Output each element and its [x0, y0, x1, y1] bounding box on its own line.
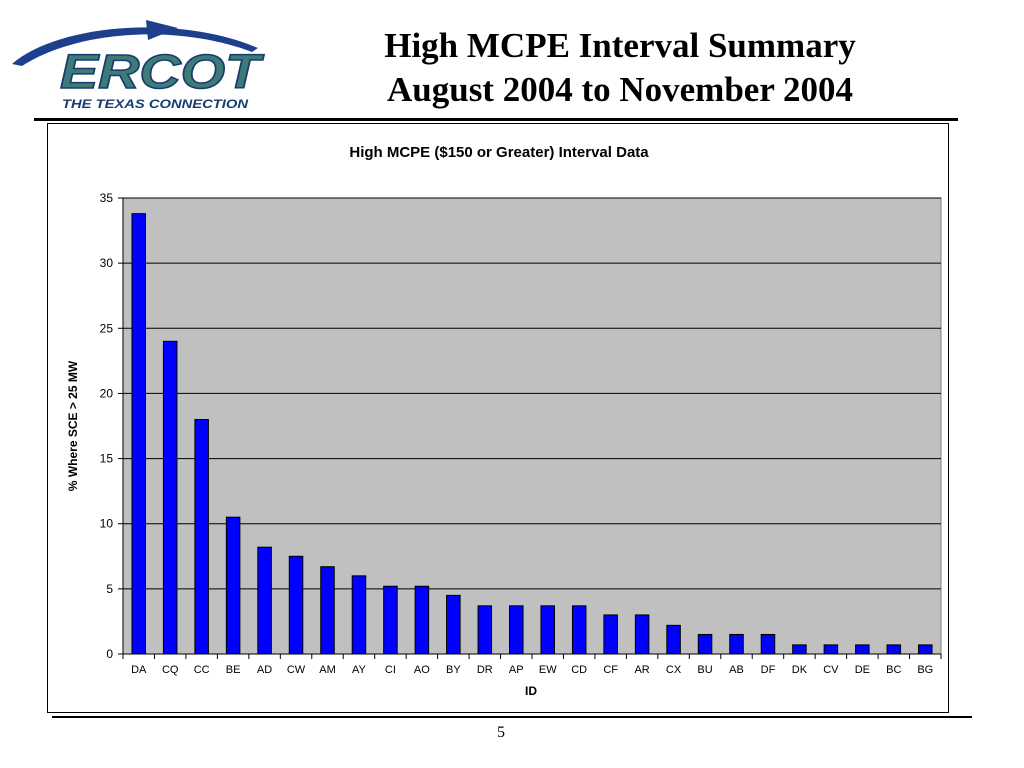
bar-bg	[918, 644, 933, 655]
top-divider	[34, 118, 958, 121]
bar-de	[855, 644, 870, 655]
bottom-divider	[52, 716, 972, 718]
x-tick-label: BG	[917, 664, 933, 676]
bar-df	[760, 633, 776, 655]
bar-cx	[666, 624, 681, 655]
bar-cd	[571, 605, 587, 655]
bar-ar	[634, 614, 650, 655]
x-tick-label: CX	[666, 664, 682, 676]
x-tick-label: DF	[761, 664, 776, 676]
y-tick-label: 0	[106, 647, 113, 661]
bar-bu	[697, 633, 713, 655]
y-tick-labels: 0 5 10 15 20 25 30 35	[100, 191, 114, 661]
y-tick-label: 20	[100, 386, 114, 400]
bar-cc	[194, 418, 209, 655]
x-tick-label: CW	[287, 664, 306, 676]
bar-cv	[823, 644, 839, 655]
chart-frame: High MCPE ($150 or Greater) Interval Dat…	[47, 123, 949, 713]
y-tick-label: 5	[106, 582, 113, 596]
bar-ad	[257, 546, 272, 655]
x-tick-label: AO	[414, 664, 430, 676]
x-tick-label: CQ	[162, 664, 179, 676]
x-tick-label: CF	[603, 664, 618, 676]
bar-ay	[351, 575, 367, 655]
x-tick-label: DA	[131, 664, 147, 676]
bar-cw	[288, 555, 304, 655]
x-tick-label: CC	[194, 664, 210, 676]
bar-ap	[509, 605, 524, 655]
slide-title-line-1: High MCPE Interval Summary	[384, 26, 856, 65]
x-tick-label: BY	[446, 664, 461, 676]
bar-ab	[729, 633, 744, 655]
y-tick-label: 30	[100, 256, 114, 270]
slide-title: High MCPE Interval Summary August 2004 t…	[300, 24, 940, 112]
y-axis-label: % Where SCE > 25 MW	[66, 360, 80, 491]
plot-area	[122, 197, 942, 655]
bar-by	[446, 594, 461, 655]
y-tick-label: 15	[100, 452, 114, 466]
x-tick-label: BE	[226, 664, 241, 676]
x-tick-label: AY	[352, 664, 367, 676]
x-tick-label: EW	[539, 664, 557, 676]
ercot-logo: ERCOT THE TEXAS CONNECTION	[12, 20, 265, 111]
bar-ew	[540, 605, 555, 655]
x-tick-label: BU	[697, 664, 712, 676]
bars	[131, 213, 933, 655]
x-tick-label: CD	[571, 664, 587, 676]
chart-title: High MCPE ($150 or Greater) Interval Dat…	[349, 144, 649, 161]
page-number: 5	[497, 724, 505, 741]
x-tick-label: AD	[257, 664, 272, 676]
x-tick-label: AR	[634, 664, 649, 676]
bar-ao	[414, 585, 430, 655]
x-tick-label: DK	[792, 664, 808, 676]
x-tick-label: AM	[319, 664, 336, 676]
x-tick-label: DR	[477, 664, 493, 676]
y-tick-label: 10	[100, 517, 114, 531]
x-tick-label: AP	[509, 664, 524, 676]
logo-swoosh-arc	[12, 27, 258, 66]
x-tick-labels: DA CQ CC BE AD CW AM AY CI AO BY DR AP EW CD CF AR CX BU AB…	[131, 664, 933, 676]
bar-cf	[603, 614, 618, 655]
x-tick-label: AB	[729, 664, 744, 676]
bar-ci	[383, 585, 398, 655]
bar-cq	[162, 340, 178, 655]
x-tick-label: CI	[385, 664, 396, 676]
y-tick-label: 35	[100, 191, 114, 205]
x-tick-label: DE	[855, 664, 870, 676]
bar-dr	[477, 605, 493, 655]
y-tick-label: 25	[100, 321, 114, 335]
bar-bc	[886, 644, 902, 655]
logo-wordmark: ERCOT	[60, 46, 264, 99]
x-tick-label: BC	[886, 664, 901, 676]
bar-am	[320, 566, 335, 655]
logo-tagline: THE TEXAS CONNECTION	[62, 97, 248, 111]
bar-be	[225, 516, 241, 655]
slide-title-line-2: August 2004 to November 2004	[386, 70, 853, 109]
gridlines	[118, 197, 941, 655]
bar-chart: High MCPE ($150 or Greater) Interval Dat…	[66, 144, 942, 698]
logo-swoosh-arrow	[146, 20, 178, 40]
bar-da	[131, 213, 146, 655]
x-axis-label: ID	[525, 684, 537, 698]
bar-dk	[792, 644, 807, 655]
x-tick-label: CV	[823, 664, 839, 676]
